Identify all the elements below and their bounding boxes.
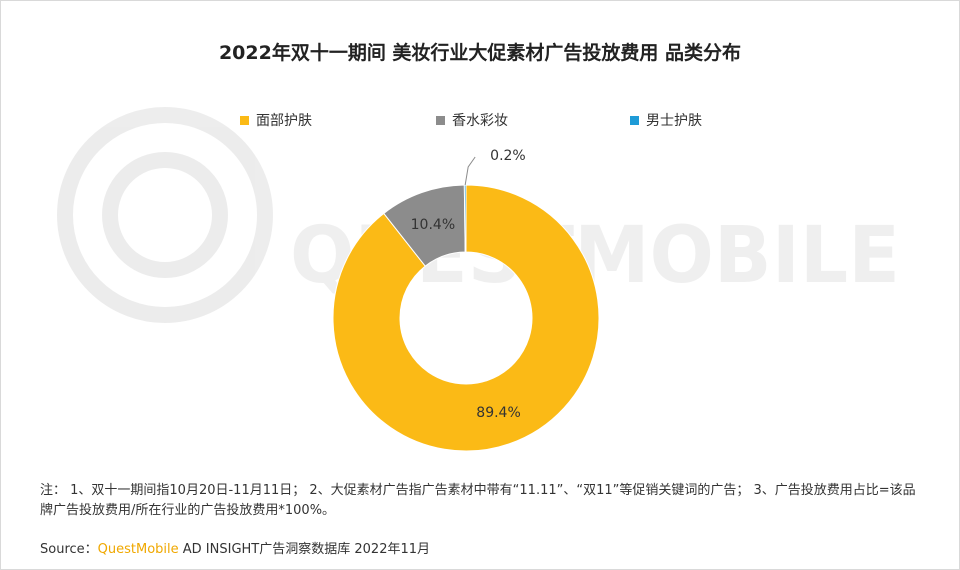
chart-title: 2022年双十一期间 美妆行业大促素材广告投放费用 品类分布: [218, 42, 742, 64]
donut-slice-0: [332, 184, 600, 452]
legend-swatch-1: [436, 115, 445, 125]
legend-label-2: 男士护肤: [646, 113, 702, 129]
legend-item-1: 香水彩妆: [436, 110, 508, 130]
donut-slice-2: [463, 184, 467, 253]
legend-swatch-2: [630, 115, 639, 125]
legend-item-0: 面部护肤: [240, 110, 312, 130]
legend-label-0: 面部护肤: [256, 113, 312, 129]
data-label-0: 89.4%: [476, 405, 520, 421]
legend-label-1: 香水彩妆: [452, 113, 508, 129]
data-label-1: 10.4%: [411, 217, 455, 233]
source-prefix: Source：: [40, 542, 98, 557]
source-line: Source：QuestMobile AD INSIGHT广告洞察数据库 202…: [40, 538, 430, 557]
source-suffix: AD INSIGHT广告洞察数据库 2022年11月: [178, 542, 431, 557]
data-label-2: 0.2%: [490, 148, 526, 164]
legend: 面部护肤 香水彩妆 男士护肤: [0, 110, 960, 130]
footnote: 注： 1、双十一期间指10月20日-11月11日； 2、大促素材广告指广告素材中…: [40, 483, 916, 518]
legend-swatch-0: [240, 115, 249, 125]
legend-item-2: 男士护肤: [630, 110, 702, 130]
leader-line-2: [464, 156, 476, 186]
source-brand: QuestMobile: [97, 542, 179, 557]
